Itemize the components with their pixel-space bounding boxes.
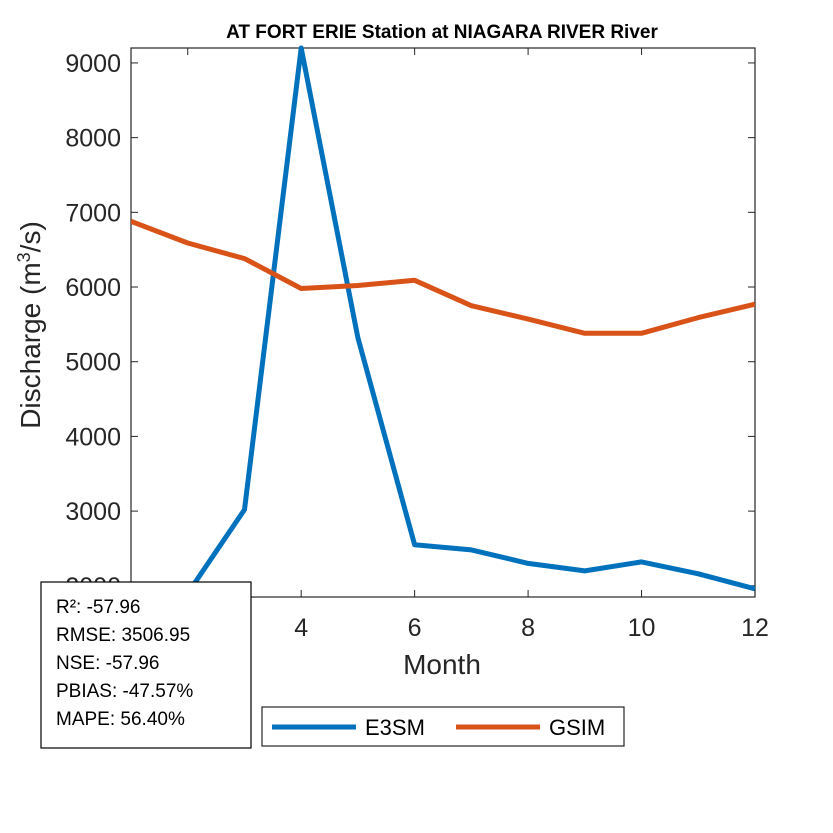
stats-rmse: RMSE: 3506.95	[56, 625, 190, 646]
x-axis-label: Month	[403, 649, 481, 680]
x-tick-label-4: 4	[294, 614, 308, 642]
series-line-gsim	[131, 218, 755, 336]
stats-nse: NSE: -57.96	[56, 653, 160, 674]
y-axis-label-unit: /s)	[15, 221, 46, 252]
y-tick-label-4000: 4000	[65, 423, 121, 451]
stats-box: R²: -57.96 RMSE: 3506.95 NSE: -57.96 PBI…	[40, 581, 252, 749]
stats-r2: R²: -57.96	[56, 597, 140, 618]
x-tick-label-10: 10	[628, 614, 656, 642]
stats-mape: MAPE: 56.40%	[56, 709, 185, 730]
x-tick-label-6: 6	[408, 614, 422, 642]
legend: E3SM GSIM	[261, 706, 625, 747]
chart-title: AT FORT ERIE Station at NIAGARA RIVER Ri…	[226, 22, 658, 43]
stats-box-frame	[40, 581, 252, 749]
stats-pbias: PBIAS: -47.57%	[56, 681, 193, 702]
series-line-e3sm	[178, 45, 755, 597]
x-tick-label-12: 12	[741, 614, 769, 642]
y-tick-label-3000: 3000	[65, 498, 121, 526]
legend-box	[261, 706, 625, 747]
legend-label-gsim: GSIM	[549, 715, 605, 740]
plot-area	[130, 47, 756, 598]
x-tick-label-8: 8	[521, 614, 535, 642]
y-tick-label-9000: 9000	[65, 50, 121, 78]
y-tick-label-5000: 5000	[65, 349, 121, 377]
y-tick-label-8000: 8000	[65, 125, 121, 153]
y-axis-label-superscript: 3	[14, 252, 34, 262]
y-axis-label: Discharge (m3/s)	[14, 221, 46, 429]
legend-label-e3sm: E3SM	[365, 715, 425, 740]
y-axis-label-main: Discharge (m	[15, 262, 46, 428]
y-tick-label-6000: 6000	[65, 274, 121, 302]
y-tick-label-7000: 7000	[65, 199, 121, 227]
